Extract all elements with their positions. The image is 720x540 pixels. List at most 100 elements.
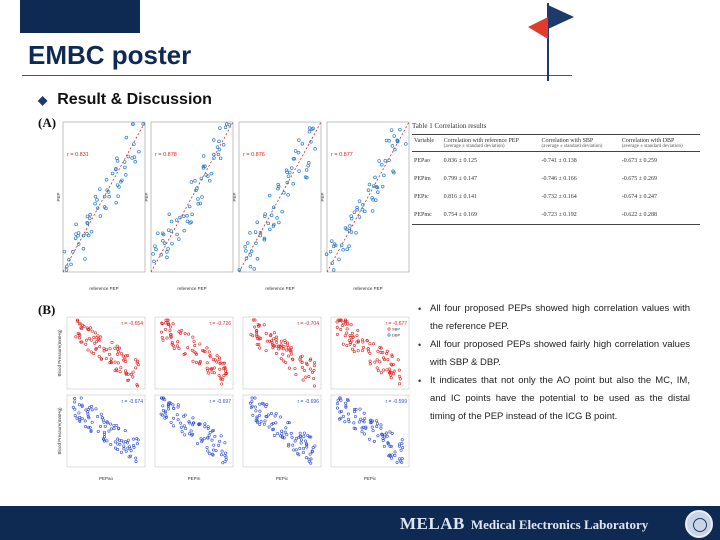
data-point [305,445,309,449]
data-point [95,336,99,340]
data-point [115,344,119,348]
data-point [76,319,80,323]
data-point [367,437,371,441]
data-point [371,429,375,433]
data-point [366,347,370,351]
data-point [365,338,369,342]
data-point [262,236,267,241]
data-point [183,352,187,356]
data-point [202,437,206,441]
data-point [205,361,209,365]
data-point [347,244,351,248]
data-point [89,229,94,234]
data-point [190,212,194,217]
data-point [217,358,221,362]
data-point [313,444,317,448]
data-point [249,333,253,337]
data-point [207,433,211,437]
data-point [154,247,158,252]
data-point [134,358,138,362]
data-point [264,349,268,353]
data-point [62,249,67,254]
data-point [291,443,295,447]
data-point [97,338,101,342]
data-point [87,216,92,220]
data-point [307,459,311,463]
data-point [196,442,200,446]
data-point [175,232,179,237]
data-point [357,215,362,219]
table-cell: 0.836 ± 0.125 [443,158,477,164]
data-point [279,343,283,347]
data-point [291,357,295,361]
data-point [73,414,77,418]
data-point [382,444,386,448]
data-point [341,248,345,252]
x-axis-label: PEPm [188,476,201,481]
data-point [273,331,277,335]
data-point [263,212,267,216]
data-point [174,218,179,222]
data-point [269,213,274,218]
table-cell: 0.816 ± 0.141 [443,194,477,200]
data-point [131,437,135,441]
data-point [300,354,304,358]
data-point [131,375,135,379]
table-body: PEPao 0.836 ± 0.125 -0.741 ± 0.138 -0.673 ±… [412,152,700,225]
data-point [89,350,93,354]
table-cell: -0.674 ± 0.247 [621,194,658,200]
data-point [116,437,120,441]
data-point [218,361,222,365]
data-point [284,426,288,430]
data-point [126,438,130,442]
table-header-label: Correlation with reference PEP [443,138,519,144]
data-point [346,412,350,416]
r-value-label: r = 0.878 [155,152,177,158]
data-point [121,358,125,362]
data-point [361,418,365,422]
table-header-label: Correlation with DBP [621,138,675,144]
data-point [198,342,202,346]
data-point [380,162,384,167]
data-point [302,446,306,450]
data-point [276,182,280,187]
data-point [179,331,183,335]
data-point [280,429,284,433]
data-point [187,432,191,436]
data-point [350,347,354,351]
data-point [390,431,394,435]
data-point [196,197,200,201]
data-point [294,448,298,452]
data-point [269,412,273,416]
data-point [84,408,88,412]
plot-frame [66,316,146,390]
data-point [207,350,211,354]
diamond-bullet-icon: ◆ [38,93,48,107]
data-point [390,453,394,457]
data-point [381,437,385,441]
title-divider [22,75,572,76]
x-axis-label: reference PEP [265,286,294,291]
data-point [312,364,316,368]
data-point [309,435,313,439]
data-point [166,322,170,326]
data-point [105,188,109,192]
data-point [299,359,303,363]
data-point [352,426,356,430]
data-point [292,156,297,161]
data-point [191,416,195,420]
data-point [357,199,362,203]
data-point [389,376,393,380]
data-point [206,449,210,453]
data-point [109,360,113,364]
x-axis-label: reference PEP [89,286,118,291]
data-point [117,185,121,189]
data-point [167,212,172,216]
data-point [202,349,206,353]
y-axis-label: PEP [232,192,237,201]
data-point [172,406,176,410]
data-point [265,403,269,407]
data-point [252,267,257,271]
data-point [182,424,186,428]
data-point [129,449,133,453]
